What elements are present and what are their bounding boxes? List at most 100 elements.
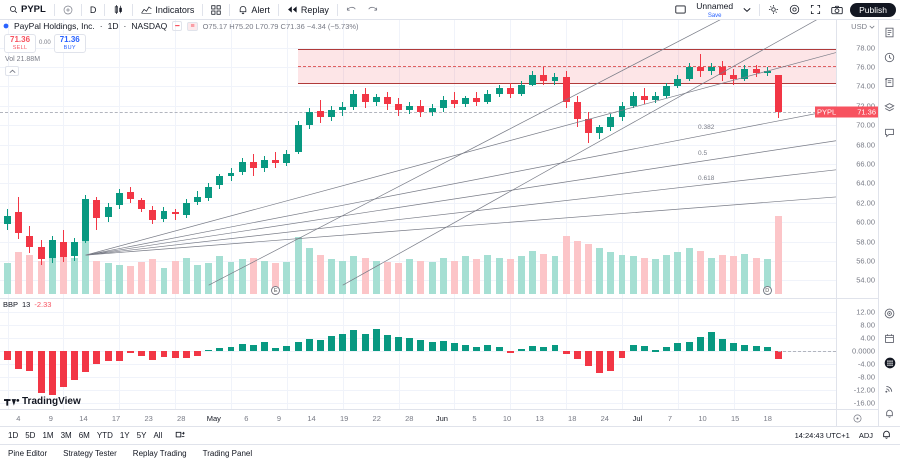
bbp-bar xyxy=(395,336,403,352)
volume-bar xyxy=(93,260,101,294)
apps-icon[interactable] xyxy=(881,355,899,371)
snapshot-button[interactable] xyxy=(826,2,848,18)
price-chart-canvas[interactable]: PayPal Holdings, Inc. · 1D · NASDAQ ━ ≡ … xyxy=(0,20,836,298)
range-button-all[interactable]: All xyxy=(153,431,163,440)
candle-body xyxy=(115,193,123,205)
symbol-full-name[interactable]: PayPal Holdings, Inc. xyxy=(14,21,95,31)
series-settings-button[interactable]: ≡ xyxy=(187,21,198,31)
layers-icon[interactable] xyxy=(881,99,899,115)
pane-divider[interactable] xyxy=(0,298,878,299)
templates-button[interactable] xyxy=(206,2,226,18)
volume-bar xyxy=(182,257,190,294)
indicators-label: Indicators xyxy=(155,4,195,15)
range-button-5y[interactable]: 5Y xyxy=(136,431,147,440)
notes-icon[interactable] xyxy=(881,74,899,90)
time-scale[interactable]: 4 9 14 17 23 28 May 6 9 14 19 22 28 Jun 5 10 13 18 24 Jul 7 1… xyxy=(0,409,878,426)
adjustment-toggle[interactable]: ADJ xyxy=(858,431,873,440)
save-layout-button[interactable]: Unnamed Save xyxy=(691,1,738,19)
time-axis-label: 6 xyxy=(244,414,249,423)
bottom-tab-strategy-tester[interactable]: Strategy Tester xyxy=(63,449,117,458)
buy-button[interactable]: 71.36 BUY xyxy=(53,34,86,53)
chart-settings-button[interactable] xyxy=(763,2,784,18)
interval-button[interactable]: D xyxy=(85,2,102,18)
alert-button[interactable]: Alert xyxy=(233,2,275,18)
earnings-marker[interactable]: E xyxy=(271,286,281,295)
bbp-bar xyxy=(719,339,727,352)
bbp-chart-canvas[interactable]: BBP 13 -2.33 TradingV xyxy=(0,299,836,409)
symbol-interval[interactable]: 1D xyxy=(107,21,119,31)
volume-bar xyxy=(115,264,123,294)
sell-button[interactable]: 71.36 SELL xyxy=(4,34,37,53)
calendar-icon[interactable] xyxy=(881,330,899,346)
range-button-ytd[interactable]: YTD xyxy=(96,431,113,440)
price-scale[interactable]: USD 78.00 76.00 74.00 72.00 70.00 68.00 66.00 6… xyxy=(815,20,878,298)
ideas-icon[interactable] xyxy=(881,305,899,321)
chat-icon[interactable] xyxy=(881,124,899,140)
range-button-1m[interactable]: 1M xyxy=(42,431,54,440)
collapse-pane-button[interactable] xyxy=(5,66,19,76)
currency-selector[interactable]: USD xyxy=(851,22,875,31)
fullscreen-toggle-button[interactable] xyxy=(784,2,805,18)
bbp-bar xyxy=(238,344,246,352)
spread-value: 0.00 xyxy=(39,40,51,47)
volume-bar xyxy=(707,257,715,294)
range-button-6m[interactable]: 6M xyxy=(78,431,90,440)
candle-body xyxy=(37,247,45,259)
range-button-3m[interactable]: 3M xyxy=(60,431,72,440)
time-scale-settings-button[interactable] xyxy=(836,410,878,426)
watchlist-icon[interactable] xyxy=(881,24,899,40)
tradingview-logo: TradingView xyxy=(4,396,81,407)
layout-dropdown-button[interactable] xyxy=(738,2,756,18)
volume-bar xyxy=(194,264,201,294)
publish-button[interactable]: Publish xyxy=(850,2,896,17)
replay-button[interactable]: Replay xyxy=(282,2,334,18)
bbp-plot-layer xyxy=(0,299,836,409)
candle-body xyxy=(82,198,90,241)
bottom-tab-pine-editor[interactable]: Pine Editor xyxy=(8,449,48,458)
candle-body xyxy=(585,119,592,133)
redo-button[interactable] xyxy=(362,2,383,18)
candle-body xyxy=(618,105,626,118)
candle-body xyxy=(696,67,704,71)
bbp-time-gridline xyxy=(677,299,679,409)
bbp-bar xyxy=(607,351,615,372)
dividend-marker[interactable]: D xyxy=(762,286,772,295)
bottom-tab-trading-panel[interactable]: Trading Panel xyxy=(202,449,253,458)
symbol-info-bar: PayPal Holdings, Inc. · 1D · NASDAQ ━ ≡ … xyxy=(3,21,359,31)
top-toolbar: PYPL D xyxy=(0,0,900,20)
range-button-1d[interactable]: 1D xyxy=(8,431,19,440)
bbp-bar xyxy=(406,338,414,352)
symbol-label: PYPL xyxy=(21,4,46,15)
price-gridline xyxy=(0,183,836,185)
symbol-search-button[interactable]: PYPL xyxy=(4,2,51,18)
layout-button[interactable] xyxy=(670,2,691,18)
bbp-axis-label: -16.00 xyxy=(853,398,875,408)
expand-button[interactable] xyxy=(805,2,826,18)
alerts-clock-icon[interactable] xyxy=(881,49,899,65)
buy-price: 71.36 xyxy=(59,35,80,44)
candle-body xyxy=(104,206,112,218)
bell-icon[interactable] xyxy=(881,405,899,421)
add-symbol-button[interactable] xyxy=(58,2,78,18)
range-button-5d[interactable]: 5D xyxy=(25,431,36,440)
stream-icon[interactable] xyxy=(881,380,899,396)
indicators-button[interactable]: Indicators xyxy=(136,2,199,18)
undo-button[interactable] xyxy=(341,2,362,18)
volume-bar xyxy=(674,252,682,294)
divider xyxy=(759,3,761,16)
bbp-bar xyxy=(339,334,347,352)
range-button-1y[interactable]: 1Y xyxy=(119,431,130,440)
clock-label[interactable]: 14:24:43 UTC+1 xyxy=(794,431,850,440)
bbp-scale[interactable]: 12.00 8.00 4.00 0.0000 -4.00 -8.00 -12.00 -16.0… xyxy=(836,299,878,409)
date-range-picker-button[interactable] xyxy=(172,429,189,443)
bbp-name[interactable]: BBP xyxy=(3,300,19,309)
chart-type-button[interactable] xyxy=(108,2,129,18)
bell-icon[interactable] xyxy=(878,428,895,443)
volume-bar xyxy=(696,250,704,294)
sell-price: 71.36 xyxy=(10,35,31,44)
hide-series-button[interactable]: ━ xyxy=(172,21,183,31)
bottom-tab-replay-trading[interactable]: Replay Trading xyxy=(132,449,187,458)
price-axis-label: 62.00 xyxy=(856,198,875,208)
bbp-gridline xyxy=(0,312,836,314)
bbp-bar xyxy=(462,344,470,352)
